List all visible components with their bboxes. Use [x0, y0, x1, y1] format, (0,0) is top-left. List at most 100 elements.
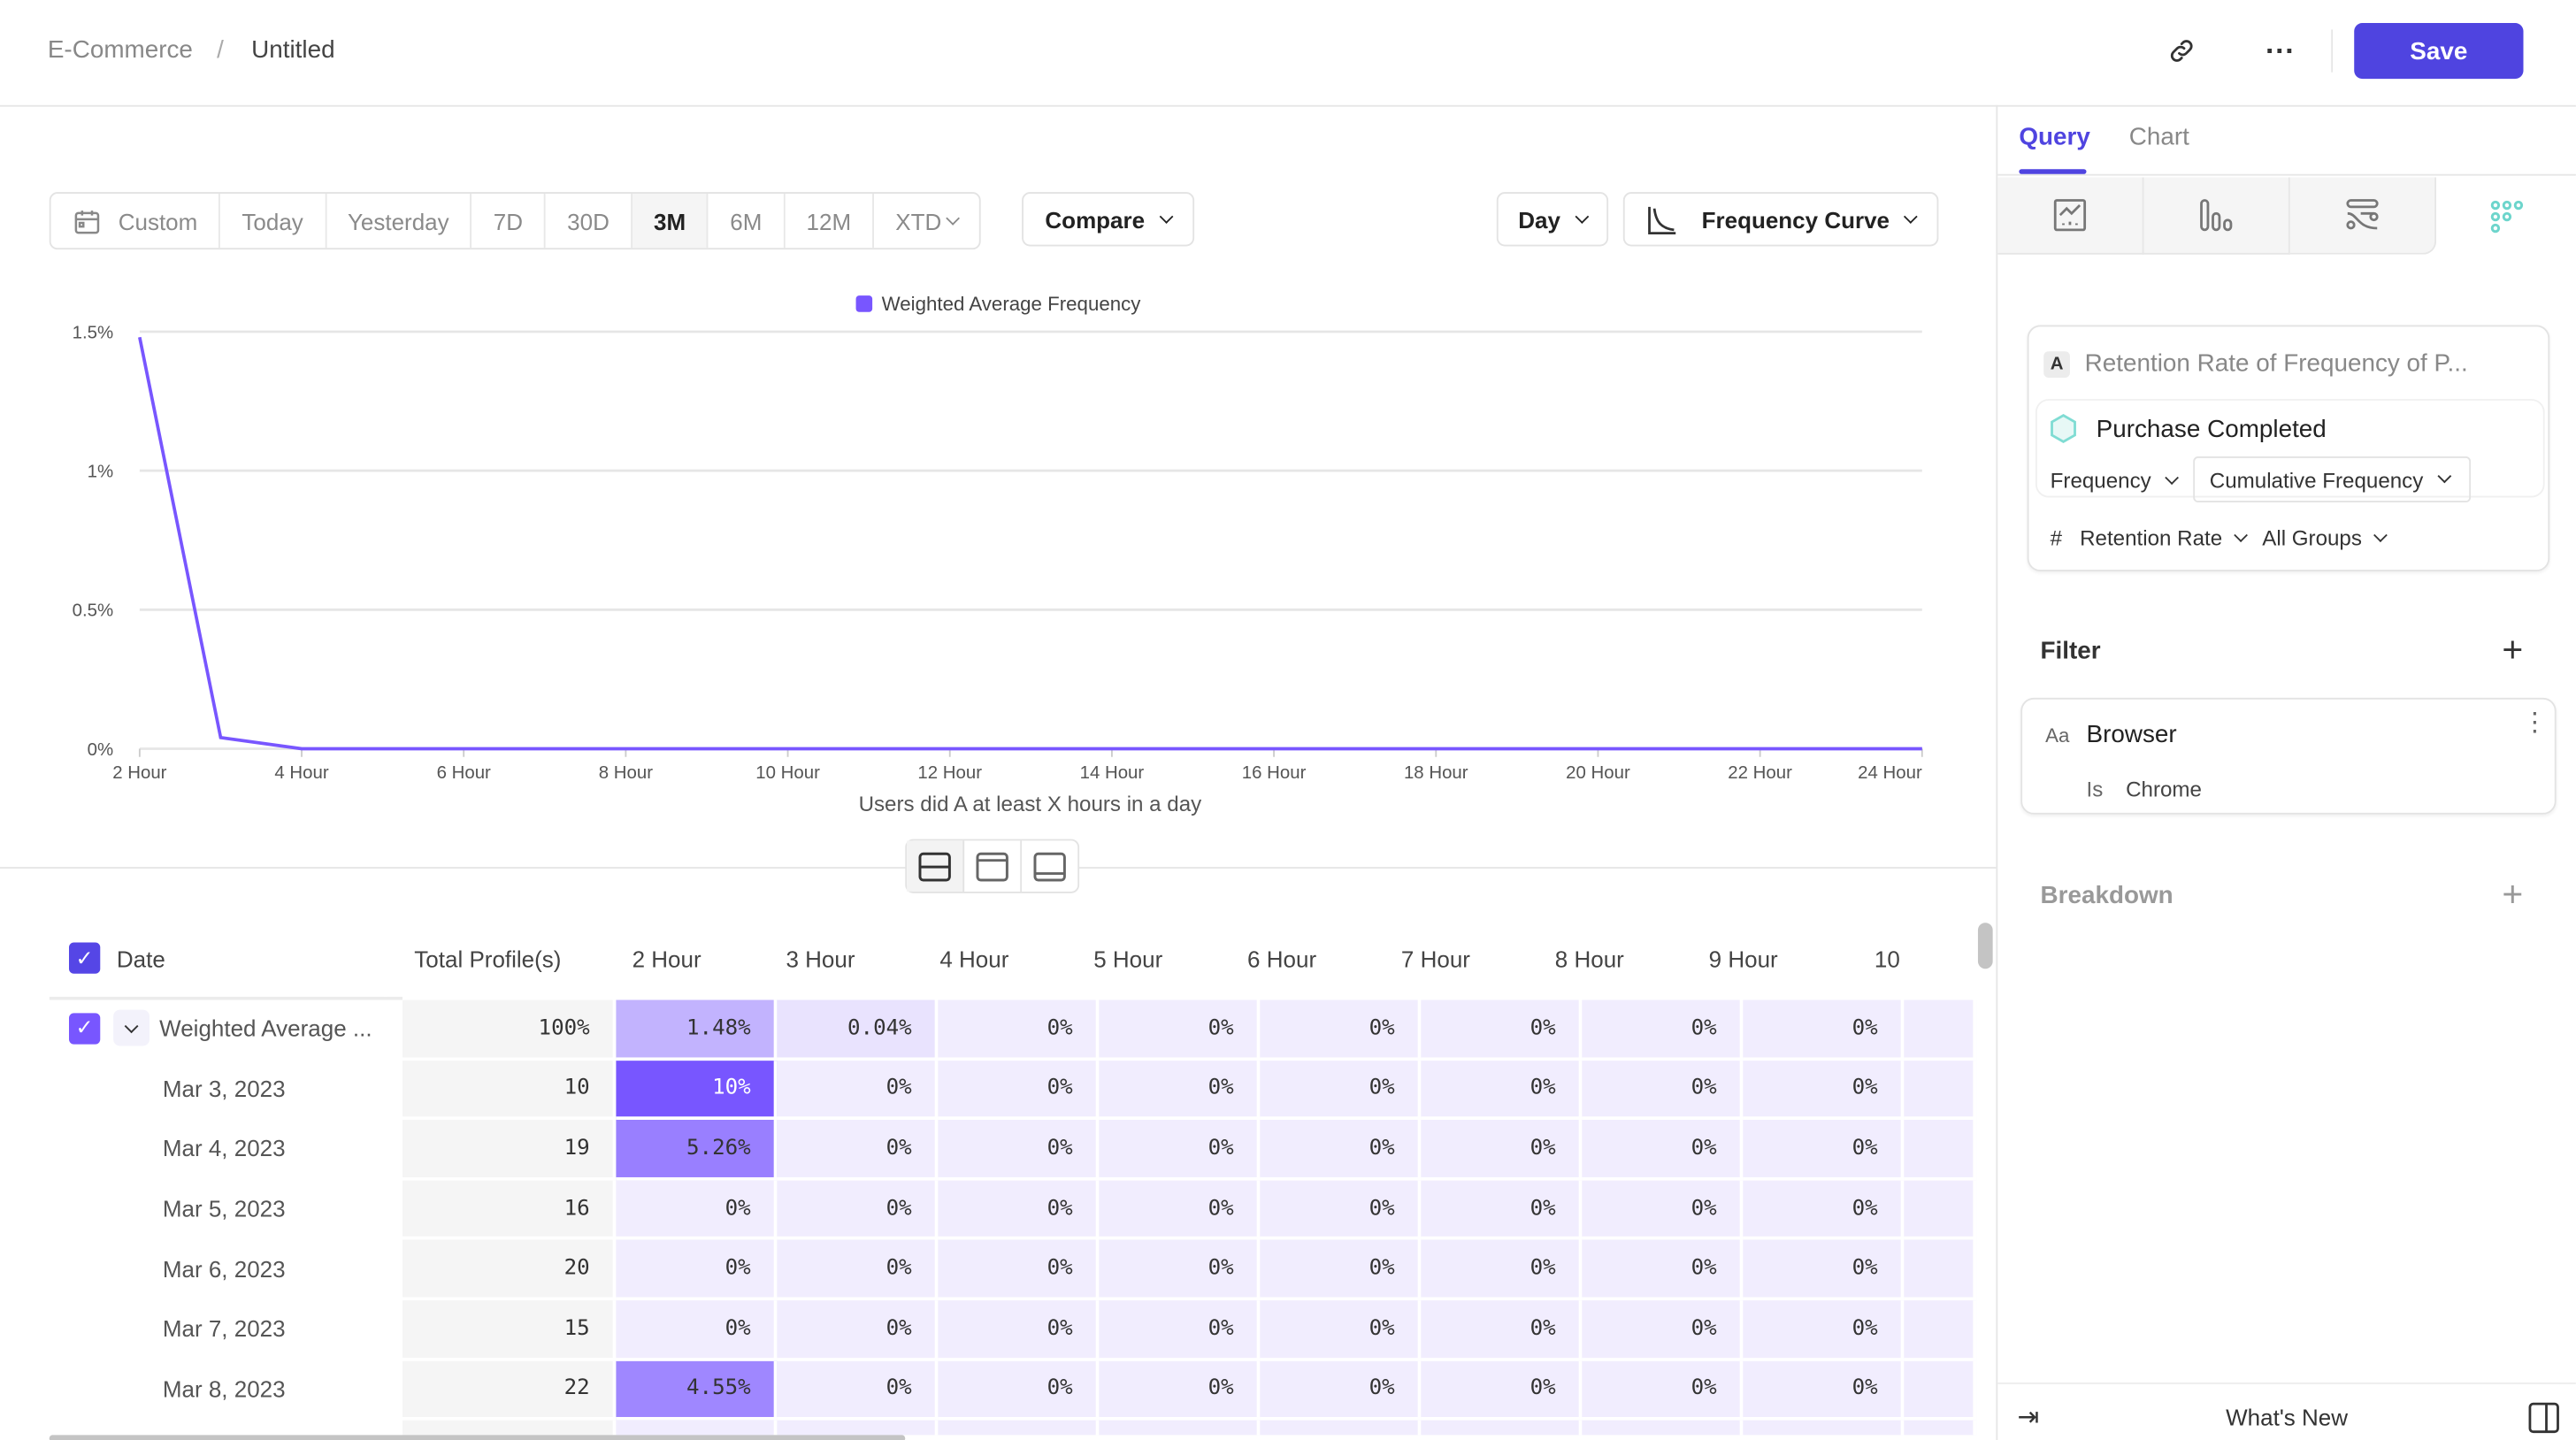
value-cell[interactable]: 0% [777, 1060, 939, 1121]
flows-icon[interactable] [2289, 177, 2437, 255]
value-cell[interactable]: 0% [1099, 1060, 1261, 1121]
value-cell[interactable]: 1.48% [616, 1000, 778, 1061]
value-cell[interactable]: 0% [777, 1360, 939, 1421]
header-column[interactable]: 9 Hour [1668, 923, 1822, 997]
range-yesterday[interactable]: Yesterday [326, 194, 472, 249]
value-cell[interactable]: 0% [777, 1180, 939, 1241]
rate-dropdown[interactable]: Retention Rate [2080, 525, 2248, 550]
value-cell[interactable] [616, 1420, 778, 1436]
value-cell[interactable]: 0% [1743, 1240, 1905, 1301]
value-cell[interactable]: 0% [1743, 1360, 1905, 1421]
value-cell[interactable]: 10% [616, 1060, 778, 1121]
value-cell[interactable]: 0% [1260, 1120, 1422, 1181]
value-cell[interactable]: 0% [1260, 1000, 1422, 1061]
value-cell[interactable]: 0% [1582, 1000, 1744, 1061]
value-cell[interactable] [1904, 1120, 1977, 1181]
range-7d[interactable]: 7D [472, 194, 547, 249]
insights-icon[interactable] [1997, 177, 2144, 255]
tab-query[interactable]: Query [2019, 123, 2090, 151]
range-xtd[interactable]: XTD [874, 194, 979, 248]
save-button[interactable]: Save [2354, 22, 2524, 80]
more-icon[interactable]: ··· [2265, 34, 2296, 67]
value-cell[interactable]: 4.55% [616, 1360, 778, 1421]
value-cell[interactable]: 0% [1582, 1180, 1744, 1241]
value-cell[interactable]: 0.04% [777, 1000, 939, 1061]
legend-label[interactable]: Weighted Average Frequency [881, 292, 1141, 316]
add-breakdown-plus-icon[interactable]: + [2502, 873, 2524, 915]
value-cell[interactable]: 5.26% [616, 1120, 778, 1181]
value-cell[interactable]: 0% [1260, 1240, 1422, 1301]
value-cell[interactable]: 0% [1743, 1180, 1905, 1241]
metric-title[interactable]: Retention Rate of Frequency of P... [2084, 349, 2468, 378]
value-cell[interactable]: 0% [1099, 1300, 1261, 1361]
value-cell[interactable]: 0% [1582, 1240, 1744, 1301]
expand-chevron-icon[interactable] [113, 1010, 150, 1047]
header-column[interactable]: 6 Hour [1207, 923, 1361, 997]
range-6m[interactable]: 6M [709, 194, 786, 249]
header-column[interactable]: 2 Hour [591, 923, 746, 997]
value-cell[interactable]: 0% [1260, 1060, 1422, 1121]
value-cell[interactable]: 0% [1582, 1120, 1744, 1181]
header-column[interactable]: 5 Hour [1053, 923, 1208, 997]
value-cell[interactable]: 0% [1421, 1360, 1583, 1421]
header-column[interactable]: 3 Hour [745, 923, 900, 997]
filter-property[interactable]: Browser [2086, 720, 2177, 749]
value-cell[interactable]: 0% [1743, 1300, 1905, 1361]
value-cell[interactable]: 0% [1421, 1180, 1583, 1241]
value-cell[interactable]: 0% [1421, 1000, 1583, 1061]
value-cell[interactable] [1582, 1420, 1744, 1436]
value-cell[interactable]: 0% [1421, 1300, 1583, 1361]
filter-menu-icon[interactable]: ⋮ [2521, 709, 2549, 738]
value-cell[interactable]: 0% [938, 1300, 1100, 1361]
chart-type-dropdown[interactable]: Frequency Curve [1622, 192, 1939, 247]
value-cell[interactable]: 0% [1582, 1360, 1744, 1421]
value-cell[interactable]: 0% [1099, 1000, 1261, 1061]
split-view-icon[interactable] [907, 840, 965, 892]
filter-operator[interactable]: Is [2086, 777, 2104, 801]
vertical-scrollbar[interactable] [1977, 923, 1993, 969]
value-cell[interactable] [1099, 1420, 1261, 1436]
range-12m[interactable]: 12M [785, 194, 875, 249]
value-cell[interactable] [1904, 1240, 1977, 1301]
value-cell[interactable]: 0% [616, 1180, 778, 1241]
collapse-panel-icon[interactable]: ⇥ [2017, 1404, 2040, 1432]
header-total-profiles[interactable]: Total Profile(s) [387, 923, 592, 997]
value-cell[interactable] [1904, 1060, 1977, 1121]
select-all-checkbox[interactable]: ✓ [68, 942, 101, 974]
value-cell[interactable]: 0% [1099, 1360, 1261, 1421]
range-30d[interactable]: 30D [546, 194, 632, 249]
tab-chart[interactable]: Chart [2128, 123, 2189, 151]
value-cell[interactable]: 0% [1099, 1120, 1261, 1181]
measure-dropdown[interactable]: Frequency [2051, 468, 2180, 493]
value-cell[interactable]: 0% [938, 1000, 1100, 1061]
table-only-icon[interactable] [1022, 840, 1077, 892]
value-cell[interactable] [777, 1420, 939, 1436]
value-cell[interactable]: 0% [938, 1120, 1100, 1181]
value-cell[interactable]: 0% [938, 1240, 1100, 1301]
compare-dropdown[interactable]: Compare [1022, 192, 1195, 247]
value-cell[interactable] [1904, 1300, 1977, 1361]
value-cell[interactable]: 0% [938, 1360, 1100, 1421]
range-3m[interactable]: 3M [632, 194, 709, 249]
value-cell[interactable]: 0% [777, 1120, 939, 1181]
value-cell[interactable]: 0% [1582, 1300, 1744, 1361]
row-checkbox[interactable]: ✓ [68, 1012, 101, 1045]
link-icon[interactable] [2158, 28, 2204, 74]
groups-dropdown[interactable]: All Groups [2262, 525, 2388, 550]
header-column[interactable]: 7 Hour [1360, 923, 1514, 997]
header-date[interactable]: ✓ Date [49, 923, 387, 997]
value-cell[interactable]: 0% [1260, 1360, 1422, 1421]
add-filter-plus-icon[interactable]: + [2502, 628, 2524, 670]
header-column[interactable]: 4 Hour [899, 923, 1054, 997]
value-cell[interactable]: 0% [1582, 1060, 1744, 1121]
value-cell[interactable]: 0% [777, 1300, 939, 1361]
header-column[interactable]: 8 Hour [1514, 923, 1668, 997]
frequency-mode-dropdown[interactable]: Cumulative Frequency [2193, 456, 2472, 503]
filter-value[interactable]: Chrome [2126, 777, 2202, 801]
value-cell[interactable] [1743, 1420, 1905, 1436]
value-cell[interactable]: 0% [1421, 1240, 1583, 1301]
value-cell[interactable] [1904, 1420, 1977, 1436]
value-cell[interactable] [938, 1420, 1100, 1436]
value-cell[interactable] [1260, 1420, 1422, 1436]
value-cell[interactable] [1904, 1180, 1977, 1241]
